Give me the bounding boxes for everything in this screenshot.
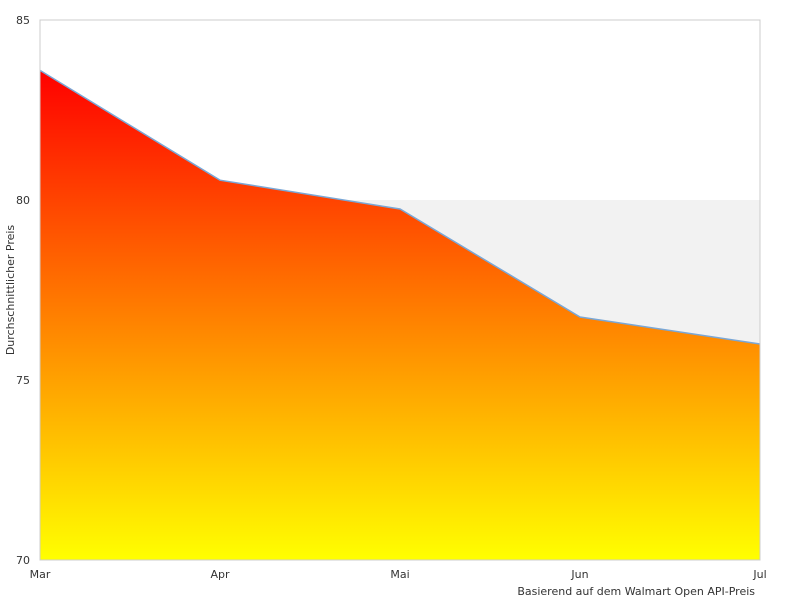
x-axis-ticks: Mar Apr Mai Jun Jul (30, 568, 767, 581)
y-axis-title: Durchschnittlicher Preis (4, 225, 17, 356)
plot-border (39, 19, 761, 561)
y-axis-ticks: 70 75 80 85 (16, 14, 30, 567)
y-tick-label-80: 80 (16, 194, 30, 207)
x-tick-label-apr: Apr (210, 568, 230, 581)
x-tick-label-mar: Mar (30, 568, 51, 581)
x-tick-label-jul: Jul (752, 568, 766, 581)
x-tick-label-mai: Mai (390, 568, 409, 581)
x-tick-label-jun: Jun (570, 568, 588, 581)
area-series-fill (40, 70, 760, 561)
y-tick-label-75: 75 (16, 374, 30, 387)
plot-area-layer (39, 69, 761, 561)
y-tick-label-85: 85 (16, 14, 30, 27)
y-tick-label-70: 70 (16, 554, 30, 567)
source-caption: Basierend auf dem Walmart Open API-Preis (517, 585, 755, 598)
plot-frame (39, 19, 761, 561)
